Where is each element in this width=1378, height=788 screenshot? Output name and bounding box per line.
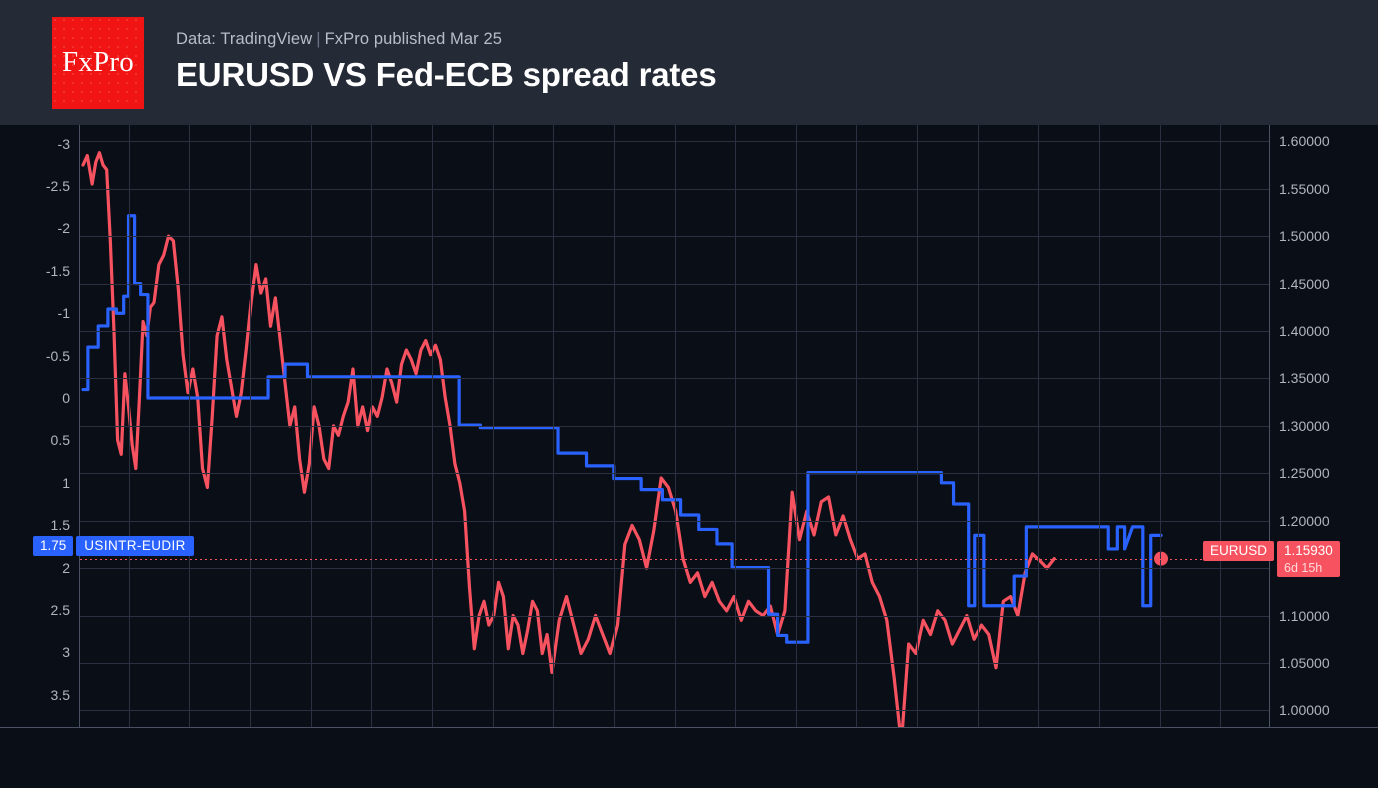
blue-series-name: USINTR-EUDIR — [76, 536, 194, 557]
right-axis-tick-label: 1.20000 — [1279, 512, 1330, 529]
gridline-vertical — [1099, 125, 1100, 727]
left-axis-tick-label: -1.5 — [45, 262, 70, 279]
gridline-vertical — [1038, 125, 1039, 727]
header-bar: FxPro Data: TradingView | FxPro published … — [0, 0, 1378, 125]
right-axis-tick-label: 1.10000 — [1279, 607, 1330, 624]
right-axis-line — [1269, 125, 1270, 727]
gridline-vertical — [614, 125, 615, 727]
header-text-block: Data: TradingView | FxPro published Mar 25… — [176, 30, 717, 96]
left-axis-tick-label: 0 — [62, 390, 70, 407]
left-axis-tick-label: 1.5 — [50, 517, 70, 534]
gridline-vertical — [129, 125, 130, 727]
gridline-vertical — [856, 125, 857, 727]
left-axis-tick-label: 2 — [62, 559, 70, 576]
gridline-horizontal — [80, 188, 1269, 190]
right-axis-tick-label: 1.05000 — [1279, 654, 1330, 671]
gridline-horizontal — [80, 425, 1269, 427]
left-axis-tick-label: -2.5 — [45, 178, 70, 195]
series-line-usintr-eudir — [81, 214, 1163, 644]
left-axis-tick-label: -0.5 — [45, 347, 70, 364]
gridline-horizontal — [80, 520, 1269, 522]
right-axis-tick-label: 1.50000 — [1279, 228, 1330, 245]
gridline-vertical — [978, 125, 979, 727]
right-axis-tick-label: 1.40000 — [1279, 323, 1330, 339]
gridline-vertical — [311, 125, 312, 727]
gridline-vertical — [371, 125, 372, 727]
left-axis-tick-label: -3 — [57, 135, 70, 152]
red-price-box: 1.15930 6d 15h — [1277, 541, 1340, 578]
gridline-vertical — [432, 125, 433, 727]
gridline-vertical — [675, 125, 676, 727]
right-axis-tick-label: 1.55000 — [1279, 180, 1330, 197]
gridline-horizontal — [80, 710, 1269, 712]
subtitle-publisher: FxPro published Mar 25 — [324, 29, 502, 48]
left-axis-tick-label: -1 — [57, 305, 70, 322]
right-axis-tick-label: 1.35000 — [1279, 370, 1330, 387]
red-countdown: 6d 15h — [1284, 561, 1323, 576]
gridline-horizontal — [80, 141, 1269, 143]
series-svg — [81, 151, 1169, 727]
gridline-horizontal — [80, 283, 1269, 285]
gridline-horizontal — [80, 331, 1269, 332]
series-line-eurusd — [81, 151, 1056, 727]
subtitle-separator: | — [316, 29, 321, 48]
right-axis-tick-label: 1.30000 — [1279, 417, 1330, 434]
red-series-name: EURUSD — [1203, 541, 1275, 562]
right-axis-tick-label: 1.25000 — [1279, 465, 1330, 482]
gridline-vertical — [189, 125, 190, 727]
gridline-vertical — [250, 125, 251, 727]
gridline-horizontal — [80, 568, 1269, 570]
gridline-vertical — [796, 125, 797, 727]
subtitle-data-source: Data: TradingView — [176, 29, 313, 48]
left-axis-tick-label: 3 — [62, 644, 70, 661]
right-axis-tick-label: 1.00000 — [1279, 702, 1330, 719]
fxpro-logo: FxPro — [52, 16, 144, 109]
blue-price-tag[interactable]: 1.75 USINTR-EUDIR — [33, 536, 194, 557]
left-axis-tick-label: -2 — [57, 220, 70, 237]
left-axis-tick-label: 2.5 — [50, 601, 70, 618]
last-price-marker — [1154, 551, 1169, 566]
red-price-value: 1.15930 — [1284, 543, 1333, 559]
gridline-horizontal — [80, 236, 1269, 238]
gridline-vertical — [917, 125, 918, 727]
gridline-horizontal — [80, 378, 1269, 380]
plot-canvas[interactable] — [80, 125, 1269, 727]
red-price-tag[interactable]: EURUSD 1.15930 6d 15h — [1203, 541, 1340, 578]
gridline-vertical — [1160, 125, 1161, 727]
right-axis-tick-label: 1.45000 — [1279, 275, 1330, 292]
gridline-vertical — [735, 125, 736, 727]
page-title: EURUSD VS Fed-ECB spread rates — [176, 55, 717, 93]
current-price-dotted-line — [80, 559, 1269, 561]
gridline-horizontal — [80, 473, 1269, 475]
logo-text: FxPro — [62, 46, 134, 78]
left-axis-tick-label: 3.5 — [50, 686, 70, 703]
gridline-vertical — [1220, 125, 1221, 727]
gridline-horizontal — [80, 615, 1269, 617]
left-axis-line — [79, 125, 80, 727]
bottom-axis-line — [0, 727, 1378, 728]
left-axis-tick-label: 0.5 — [50, 432, 70, 449]
left-axis-tick-label: 1 — [62, 474, 70, 491]
chart-area[interactable]: -3 -2.5 -2 -1.5 -1 -0.5 0 0.5 1 1.5 2 2.5 3 3.5 1.600… — [0, 125, 1378, 788]
blue-price-value: 1.75 — [33, 536, 74, 557]
right-axis-tick-label: 1.60000 — [1279, 133, 1330, 150]
gridline-vertical — [553, 125, 554, 727]
gridline-vertical — [493, 125, 494, 727]
gridline-horizontal — [80, 662, 1269, 664]
header-subtitle: Data: TradingView | FxPro published Mar 25 — [176, 30, 716, 49]
